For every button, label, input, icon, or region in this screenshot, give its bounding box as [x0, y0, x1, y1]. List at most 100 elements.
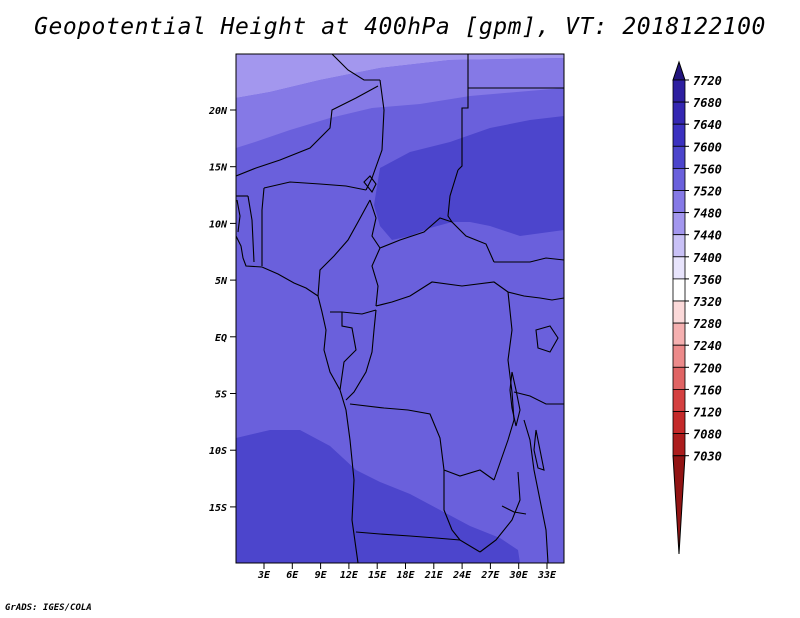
colorbar-level-label: 7200	[693, 361, 722, 375]
colorbar-level-label: 7240	[693, 339, 722, 353]
border-angola-zambia	[443, 470, 461, 541]
border-car-drc	[375, 281, 509, 307]
colorbar-swatch	[672, 234, 686, 258]
contour-band-7560-7600-south	[236, 430, 520, 563]
latitude-axis: 20N 15N 10N 5N EQ 5S 10S 15S	[208, 106, 236, 514]
colorbar-swatch	[672, 322, 686, 346]
longitude-axis: 3E 6E 9E 12E 15E 18E 21E 24E 27E 30E 33E	[257, 563, 557, 581]
colorbar-level-label: 7280	[693, 317, 722, 331]
border-drc-angola	[349, 403, 495, 481]
colorbar-level-label: 7360	[693, 273, 722, 287]
lat-tick-label: 10S	[209, 446, 227, 457]
lake-chad	[363, 175, 377, 194]
coastline-west-africa	[236, 235, 359, 563]
colorbar-level-label: 7080	[693, 428, 722, 442]
border-niger-nigeria	[263, 181, 367, 191]
lat-tick-label: 5N	[215, 276, 228, 287]
lon-tick-label: 21E	[424, 570, 444, 581]
colorbar-level-label: 7680	[693, 96, 722, 110]
contour-band-7560-7600-north	[374, 116, 564, 240]
colorbar-swatch	[672, 433, 686, 457]
boundary-layer	[236, 54, 564, 563]
colorbar-level-label: 7120	[693, 406, 722, 420]
map-frame	[235, 53, 565, 564]
lon-tick-label: 18E	[396, 570, 415, 581]
border-tanzania	[513, 391, 564, 405]
lon-tick-label: 9E	[315, 570, 328, 581]
border-niger-chad	[365, 79, 385, 191]
colorbar-swatch	[672, 212, 686, 236]
colorbar-swatch	[672, 167, 686, 191]
colorbar-swatch	[672, 79, 686, 103]
footer-credit: GrADS: IGES/COLA	[5, 603, 92, 613]
lat-tick-label: 15S	[209, 503, 227, 514]
colorbar-labels: 7720 7680 7640 7600 7560 7520 7480 7440 7400 7360…	[685, 74, 722, 464]
colorbar-swatch	[672, 344, 686, 368]
lake-malawi	[533, 429, 545, 471]
lon-tick-label: 33E	[537, 570, 557, 581]
lat-tick-label: 10N	[209, 219, 228, 230]
colorbar-swatch	[672, 123, 686, 147]
map-title: Geopotential Height at 400hPa [gpm], VT:…	[34, 14, 766, 40]
colorbar-level-label: 7600	[693, 140, 722, 154]
border-drc-uganda	[507, 291, 564, 301]
lon-tick-label: 6E	[286, 570, 299, 581]
border-chad-sudan	[447, 169, 495, 263]
colorbar-level-label: 7030	[693, 450, 722, 464]
contour-band-7440-7480	[236, 54, 564, 98]
colorbar-swatch	[672, 101, 686, 125]
border-libya-sudan	[457, 54, 469, 171]
colorbar-top-arrow	[672, 60, 686, 81]
colorbar-swatch	[672, 366, 686, 390]
colorbar-level-label: 7160	[693, 383, 722, 397]
colorbar-swatch	[672, 278, 686, 302]
border-gabon-congo	[339, 312, 357, 391]
colorbar-level-label: 7480	[693, 207, 722, 221]
border-south-sudan	[494, 257, 564, 263]
lon-tick-label: 24E	[452, 570, 472, 581]
colorbar-level-label: 7560	[693, 162, 722, 176]
contour-fill-layer	[236, 54, 564, 563]
colorbar-bottom-arrow	[672, 455, 686, 555]
colorbar-swatch	[672, 256, 686, 280]
colorbar-swatch	[672, 411, 686, 435]
lake-tanganyika	[509, 371, 521, 427]
colorbar-level-label: 7720	[693, 74, 722, 88]
colorbar	[672, 60, 686, 555]
colorbar-level-label: 7400	[693, 251, 722, 265]
colorbar-swatch	[672, 388, 686, 412]
colorbar-level-label: 7320	[693, 295, 722, 309]
lakes-layer	[236, 175, 559, 515]
border-zambia-zimbabwe	[479, 471, 521, 553]
border-nigeria-cameroon	[317, 199, 371, 297]
border-togo-benin	[247, 195, 255, 263]
border-algeria-libya	[331, 54, 380, 81]
lon-tick-label: 30E	[509, 570, 529, 581]
lake-volta	[236, 199, 241, 233]
lat-tick-label: 5S	[215, 390, 227, 401]
lon-tick-label: 15E	[368, 570, 387, 581]
lat-tick-label: EQ	[215, 333, 227, 344]
border-mozambique-malawi	[523, 419, 549, 563]
colorbar-swatch	[672, 300, 686, 324]
border-angola-namibia	[355, 531, 481, 553]
border-cameroon-gabon	[330, 309, 377, 315]
colorbar-swatch	[672, 190, 686, 214]
border-benin-nigeria	[261, 187, 265, 266]
border-mali-niger	[236, 85, 379, 177]
lon-tick-label: 3E	[257, 570, 271, 581]
border-chad-car	[379, 217, 453, 249]
colorbar-level-label: 7440	[693, 229, 722, 243]
colorbar-level-label: 7520	[693, 185, 722, 199]
colorbar-level-label: 7640	[693, 118, 722, 132]
lat-tick-label: 20N	[208, 106, 228, 117]
lon-tick-label: 27E	[480, 570, 500, 581]
colorbar-swatch	[672, 145, 686, 169]
lon-tick-label: 12E	[340, 570, 359, 581]
contour-band-7480-7520	[236, 58, 564, 148]
border-drc-east	[493, 291, 515, 481]
border-congo-drc	[345, 309, 377, 401]
lake-kariba	[501, 505, 527, 515]
lake-victoria	[535, 325, 559, 353]
